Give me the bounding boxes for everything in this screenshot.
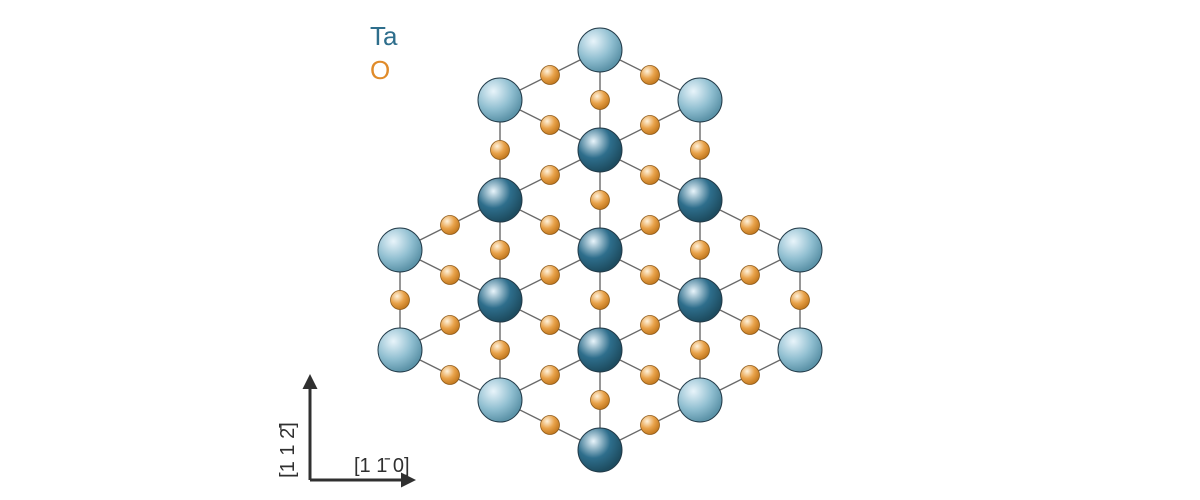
tantalum-atom <box>778 328 822 372</box>
tantalum-atom <box>478 78 522 122</box>
oxygen-atom <box>741 366 760 385</box>
tantalum-atom <box>478 178 522 222</box>
oxygen-atom <box>641 116 660 135</box>
oxygen-atom <box>541 266 560 285</box>
oxygen-atom <box>391 291 410 310</box>
tantalum-atom <box>378 228 422 272</box>
x-axis-label: [1 1̄ 0] <box>354 455 410 477</box>
oxygen-atom <box>641 266 660 285</box>
tantalum-atom <box>578 428 622 472</box>
oxygen-atom <box>691 341 710 360</box>
tantalum-atom <box>578 128 622 172</box>
oxygen-atom <box>441 316 460 335</box>
crystal-diagram: Ta O [1 1 2̄] [1 1̄ 0] <box>0 0 1200 500</box>
oxygen-atom <box>741 266 760 285</box>
oxygen-atom <box>641 216 660 235</box>
oxygen-atom <box>641 166 660 185</box>
tantalum-atom <box>478 378 522 422</box>
tantalum-atom <box>678 178 722 222</box>
oxygen-atom <box>591 91 610 110</box>
oxygen-atom <box>441 266 460 285</box>
oxygen-atom <box>541 416 560 435</box>
oxygen-atom <box>541 366 560 385</box>
oxygen-atom <box>691 141 710 160</box>
oxygen-atom <box>541 316 560 335</box>
oxygen-atom <box>741 216 760 235</box>
y-axis-label: [1 1 2̄] <box>277 422 299 478</box>
tantalum-atom <box>678 378 722 422</box>
oxygen-atom <box>641 66 660 85</box>
oxygen-atom <box>691 241 710 260</box>
tantalum-atom <box>578 228 622 272</box>
oxygen-atom <box>541 216 560 235</box>
tantalum-atom <box>478 278 522 322</box>
oxygen-atom <box>541 166 560 185</box>
oxygen-atom <box>491 341 510 360</box>
oxygen-atom <box>441 216 460 235</box>
oxygen-atom <box>591 291 610 310</box>
oxygen-atom <box>441 366 460 385</box>
oxygen-atom <box>541 116 560 135</box>
oxygen-atom <box>591 191 610 210</box>
tantalum-atom <box>378 328 422 372</box>
oxygen-atom <box>491 241 510 260</box>
legend-label: Ta <box>370 21 398 51</box>
oxygen-atom <box>541 66 560 85</box>
tantalum-atom <box>578 328 622 372</box>
oxygen-atom <box>641 316 660 335</box>
tantalum-atom <box>678 278 722 322</box>
tantalum-atom <box>578 28 622 72</box>
oxygen-atom <box>491 141 510 160</box>
tantalum-atom <box>678 78 722 122</box>
oxygen-atom <box>641 366 660 385</box>
tantalum-atom <box>778 228 822 272</box>
oxygen-atom <box>791 291 810 310</box>
oxygen-atom <box>591 391 610 410</box>
oxygen-atom <box>641 416 660 435</box>
oxygen-atom <box>741 316 760 335</box>
legend-label: O <box>370 55 390 85</box>
